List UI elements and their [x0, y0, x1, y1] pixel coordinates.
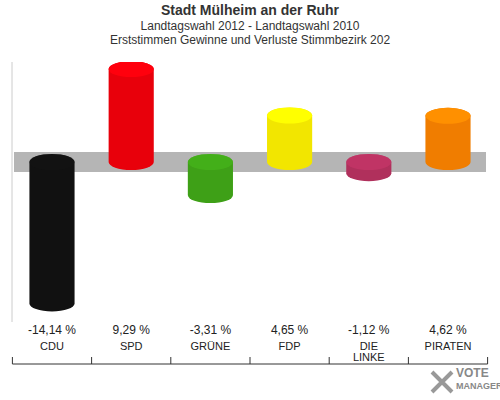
category-label-line: GRÜNE: [191, 340, 231, 352]
chart: Stadt Mülheim an der RuhrLandtagswahl 20…: [0, 0, 500, 400]
bar-cap: [29, 154, 74, 170]
subtitle: Landtagswahl 2012 - Landtagswahl 2010: [141, 19, 360, 33]
watermark: VOTE: [456, 366, 489, 380]
data-label: -14,14 %: [28, 323, 76, 337]
bar: [109, 62, 154, 170]
title: Stadt Mülheim an der Ruhr: [161, 2, 340, 18]
data-label: 4,62 %: [429, 323, 467, 337]
category-label-line: FDP: [279, 340, 301, 352]
bar-cap: [346, 154, 391, 170]
category-separator: [487, 357, 488, 364]
bar-cap: [188, 154, 233, 170]
category-separator: [170, 357, 171, 364]
bar: [267, 108, 312, 170]
bar-cap: [425, 108, 470, 124]
category-label-line: SPD: [120, 340, 143, 352]
category-label-line: PIRATEN: [425, 340, 472, 352]
bar-cap: [109, 62, 154, 77]
data-label: -1,12 %: [348, 323, 390, 337]
category-label: PIRATEN: [425, 340, 472, 352]
category-separator: [12, 357, 13, 364]
category-label: FDP: [279, 340, 301, 352]
category-separator: [250, 357, 251, 364]
watermark: MANAGER: [456, 381, 500, 391]
bar: [346, 154, 391, 181]
data-label: 4,65 %: [271, 323, 309, 337]
category-label: DIELINKE: [353, 340, 385, 363]
bar-cap: [267, 108, 312, 124]
category-label: GRÜNE: [191, 340, 231, 352]
category-label-line: CDU: [40, 340, 64, 352]
category-label-line: LINKE: [353, 351, 385, 363]
category-label: CDU: [40, 340, 64, 352]
bars: [29, 62, 470, 311]
bar: [29, 154, 74, 311]
bar: [425, 108, 470, 170]
category-separator: [329, 357, 330, 364]
zero-band: [14, 152, 486, 172]
category-separator: [91, 357, 92, 364]
data-label: -3,31 %: [190, 323, 232, 337]
category-label: SPD: [120, 340, 143, 352]
value-axis-line: [12, 62, 13, 322]
watermark-icon: [432, 372, 452, 392]
bar: [188, 154, 233, 203]
subtitle: Erststimmen Gewinne und Verluste Stimmbe…: [110, 33, 390, 47]
category-separator: [408, 357, 409, 364]
data-label: 9,29 %: [113, 323, 151, 337]
